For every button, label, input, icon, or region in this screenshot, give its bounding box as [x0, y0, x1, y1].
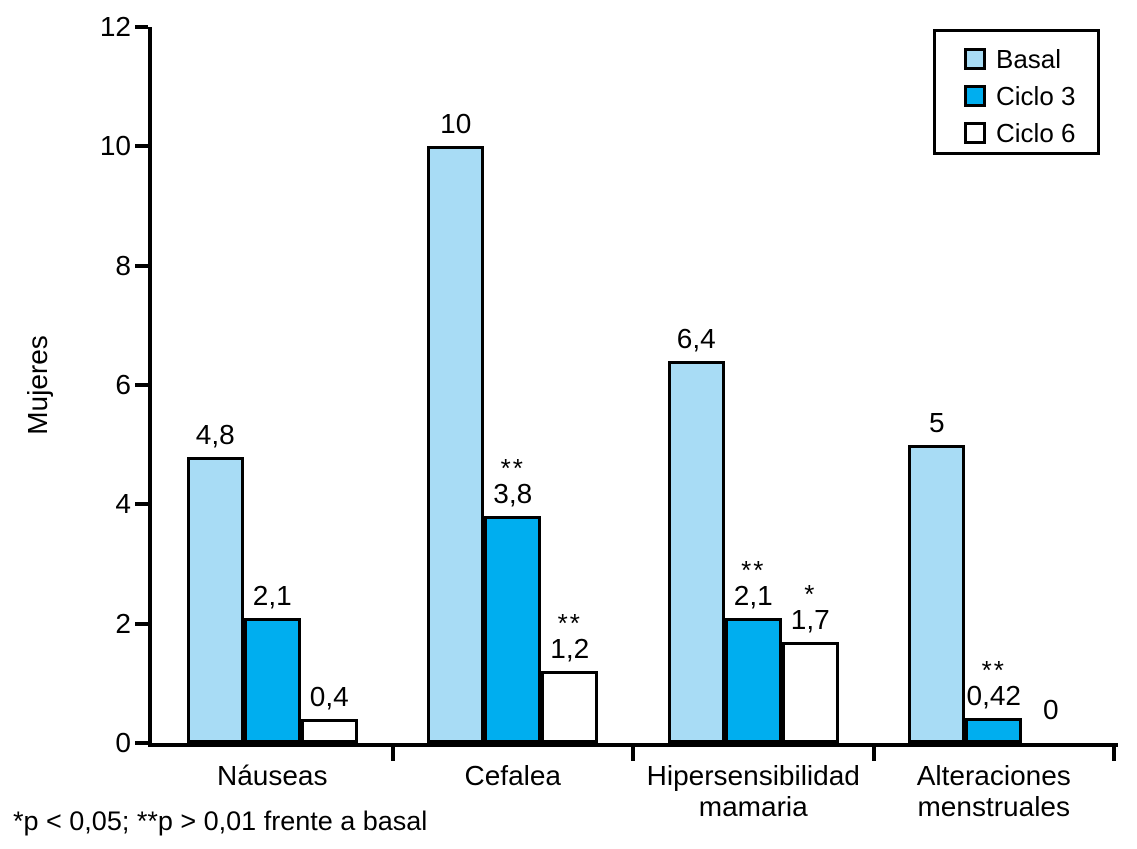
- bar-value: 0: [1042, 694, 1059, 725]
- x-axis-category-label-line: Cefalea: [464, 760, 562, 791]
- x-axis-category-label-line: mamaria: [698, 791, 808, 822]
- category-group: 4,8 2,1 0,4 Náuseas: [152, 27, 393, 791]
- legend-item: Ciclo 3: [964, 77, 1097, 114]
- category-group: 10 ** 3,8 ** 1,2 Cefalea: [393, 27, 634, 791]
- bar-value: 4,8: [195, 418, 235, 450]
- bar-value: 6,4: [676, 323, 716, 355]
- bar-value: 2,1: [252, 579, 292, 611]
- x-axis-category-label: Cefalea: [464, 760, 561, 791]
- y-axis-tick-label: 12: [99, 11, 131, 42]
- bar-value: 1,7: [790, 603, 830, 635]
- bar-value-label: 2,1: [253, 580, 292, 611]
- x-axis-category-label-line: Alteraciones: [916, 760, 1071, 791]
- bar-ciclo-6: [541, 671, 599, 743]
- y-axis-tick-label: 8: [115, 249, 131, 281]
- bar-ciclo-3: [724, 617, 782, 743]
- significance-mark: **: [981, 654, 1006, 685]
- bar-value-label: ** 1,2: [550, 608, 590, 665]
- y-axis-tick: [135, 25, 148, 29]
- bar-ciclo-3: [965, 717, 1023, 743]
- bar-ciclo-3: [484, 516, 542, 743]
- x-axis-category-label: Alteraciones menstruales: [917, 760, 1071, 822]
- legend-item: Ciclo 6: [964, 114, 1097, 151]
- bar-ciclo-3: [243, 617, 301, 743]
- x-axis-category-label-line: menstruales: [917, 791, 1070, 822]
- x-axis-category-label-line: Náuseas: [216, 760, 328, 791]
- bar-value-label: 0: [1043, 694, 1059, 725]
- bar-basal: [427, 146, 485, 743]
- significance-mark: **: [500, 453, 525, 484]
- legend-swatch-ciclo-6: [964, 121, 986, 144]
- y-axis-title: Mujeres: [22, 335, 53, 435]
- bar-ciclo-6: [781, 641, 839, 743]
- significance-mark: **: [741, 554, 766, 585]
- bar-ciclo-6: [300, 719, 358, 743]
- y-axis-tick-label: 2: [115, 607, 131, 639]
- x-axis-tick: [390, 747, 395, 761]
- bar-value: 0,4: [309, 681, 349, 713]
- x-axis-tick: [871, 747, 876, 761]
- bar-value-label: 4,8: [196, 419, 235, 450]
- y-axis-tick-label: 0: [115, 727, 131, 758]
- legend: Basal Ciclo 3 Ciclo 6: [933, 29, 1100, 155]
- y-axis-tick: [135, 144, 148, 149]
- bar-value-label: 6,4: [677, 323, 716, 354]
- category-group: 6,4 ** 2,1 * 1,7 Hipersensibilidad mamaria: [633, 27, 874, 822]
- y-axis-tick-label: 10: [99, 130, 131, 162]
- significance-mark: **: [557, 608, 582, 639]
- x-axis-category-label: Hipersensibilidad mamaria: [647, 760, 860, 822]
- bar-value-label: 10: [440, 108, 471, 139]
- significance-mark: *: [804, 578, 817, 609]
- bar-value: 3,8: [493, 478, 533, 510]
- significance-footnote: *p < 0,05; **p > 0,01 frente a basal: [13, 806, 428, 836]
- x-axis-category-label: Náuseas: [217, 760, 328, 791]
- bar-basal: [667, 361, 725, 743]
- x-axis-category-label-line: Hipersensibilidad: [646, 760, 860, 791]
- y-axis-tick-label: 6: [115, 369, 131, 400]
- x-axis-tick: [631, 747, 635, 761]
- bar-value: 1,2: [550, 633, 590, 665]
- y-axis-tick: [135, 621, 148, 626]
- bar-value-label: * 1,7: [790, 578, 830, 635]
- bar-value: 2,1: [733, 579, 773, 611]
- bar-value-label: ** 0,42: [966, 654, 1022, 711]
- y-axis-tick: [135, 383, 148, 387]
- bar-value: 0,42: [966, 679, 1022, 711]
- y-axis-tick: [135, 741, 148, 745]
- legend-item-label: Ciclo 3: [996, 80, 1076, 111]
- bar-value-label: ** 3,8: [493, 453, 533, 510]
- legend-item-label: Ciclo 6: [996, 117, 1076, 148]
- x-axis-tick: [1112, 747, 1116, 761]
- bar-basal: [908, 444, 966, 743]
- bar-value-label: ** 2,1: [733, 554, 773, 611]
- legend-item: Basal: [964, 40, 1097, 77]
- y-axis-tick: [135, 263, 148, 268]
- legend-item-label: Basal: [996, 43, 1062, 74]
- x-axis-line: [148, 743, 1118, 747]
- legend-swatch-ciclo-3: [964, 84, 986, 107]
- bar-value: 10: [440, 108, 472, 140]
- bar-value: 5: [928, 406, 945, 438]
- y-axis-tick-label: 4: [115, 488, 131, 520]
- category-group: 5 ** 0,42 0 Alteraciones menstruales: [874, 27, 1115, 822]
- bar-value-label: 5: [929, 407, 945, 438]
- bar-basal: [186, 456, 244, 743]
- legend-swatch-basal: [964, 47, 986, 70]
- bar-value-label: 0,4: [310, 681, 349, 712]
- plot-area: 0 2 4 6 8 10 12 4,8 2,1 0,4 Náuseas 10 ** 3,8 ** 1,2 Cef…: [100, 13, 1118, 822]
- y-axis-line: [148, 27, 152, 747]
- y-axis-tick: [135, 502, 148, 507]
